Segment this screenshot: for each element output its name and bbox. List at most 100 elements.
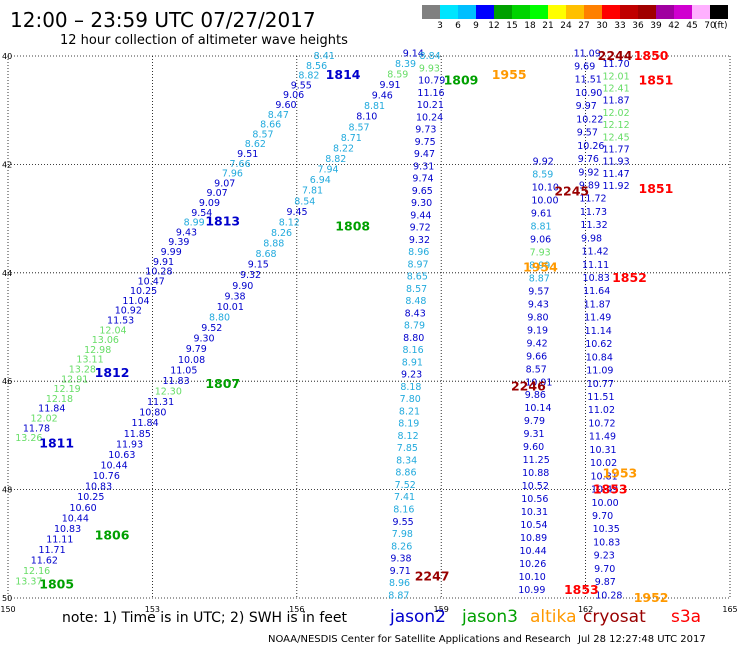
timestamp-text: Jul 28 12:27:48 UTC 2017 (578, 634, 706, 645)
wave-height-value: 11.85 (124, 429, 151, 440)
lat-tick-label: 40 (2, 52, 12, 61)
wave-height-value: 9.70 (592, 511, 613, 522)
wave-height-value: 8.48 (405, 296, 426, 307)
legend-s3a: s3a (671, 607, 702, 627)
lon-tick-label: 159 (434, 605, 449, 614)
wave-height-value: 11.42 (581, 247, 608, 258)
wave-height-value: 8.56 (306, 61, 327, 72)
wave-height-value: 8.87 (529, 273, 550, 284)
wave-height-value: 10.31 (589, 445, 616, 456)
wave-height-value: 10.00 (531, 196, 558, 207)
wave-height-value: 9.69 (574, 62, 595, 73)
wave-height-value: 9.66 (526, 351, 547, 362)
colorbar-swatch (656, 5, 674, 19)
pass-time-label: 1813 (205, 213, 240, 228)
wave-height-value: 9.38 (224, 291, 245, 302)
wave-height-value: 7.85 (397, 443, 418, 454)
pass-time-label: 2244 (598, 48, 633, 63)
wave-height-value: 9.32 (409, 235, 430, 246)
wave-height-value: 9.57 (577, 128, 598, 139)
wave-height-value: 8.34 (396, 455, 417, 466)
wave-height-value: 13.11 (76, 355, 103, 366)
colorbar-label: 6 (455, 21, 461, 31)
wave-height-value: 9.55 (393, 517, 414, 528)
wave-height-value: 10.80 (139, 408, 166, 419)
colorbar-swatch (494, 5, 512, 19)
page-title: 12:00 – 23:59 UTC 07/27/2017 (10, 8, 316, 32)
wave-height-value: 11.93 (116, 439, 143, 450)
wave-height-value: 11.71 (38, 545, 65, 556)
pass-time-label: 1853 (593, 482, 628, 497)
wave-height-value: 10.24 (416, 112, 443, 123)
wave-height-value: 11.32 (580, 220, 607, 231)
wave-height-value: 12.16 (23, 566, 50, 577)
wave-height-value: 10.21 (417, 100, 444, 111)
lon-tick-label: 153 (145, 605, 160, 614)
pass-time-label: 1952 (634, 590, 669, 605)
wave-height-value: 8.65 (407, 272, 428, 283)
wave-height-value: 9.70 (594, 564, 615, 575)
wave-height-value: 11.83 (162, 376, 189, 387)
wave-height-value: 9.76 (578, 154, 599, 165)
wave-height-value: 8.96 (389, 578, 410, 589)
wave-height-value: 9.72 (410, 223, 431, 234)
wave-height-value: 11.11 (582, 260, 609, 271)
wave-height-value: 10.77 (587, 379, 614, 390)
wave-height-value: 11.31 (147, 397, 174, 408)
pass-time-label: 1809 (444, 72, 479, 87)
colorbar-label: 27 (578, 21, 590, 31)
wave-height-value: 10.25 (77, 492, 104, 503)
wave-height-value: 9.14 (403, 48, 424, 59)
pass-time-label: 2246 (511, 379, 546, 394)
wave-height-value: 9.65 (412, 186, 433, 197)
wave-height-value: 10.90 (575, 88, 602, 99)
colorbar-label: 9 (473, 21, 479, 31)
wave-height-value: 9.32 (240, 270, 261, 281)
lon-tick-label: 165 (722, 605, 737, 614)
wave-height-value: 12.41 (602, 84, 629, 95)
wave-height-value: 9.38 (390, 554, 411, 565)
wave-height-value: 7.94 (317, 165, 338, 176)
wave-height-value: 12.91 (61, 374, 88, 385)
wave-height-value: 13.06 (92, 335, 119, 346)
wave-height-value: 10.26 (519, 559, 546, 570)
wave-height-value: 9.45 (286, 207, 307, 218)
colorbar-swatch (638, 5, 656, 19)
wave-height-value: 11.87 (602, 96, 629, 107)
pass-time-label: 1851 (639, 181, 674, 196)
wave-height-value: 8.39 (395, 59, 416, 70)
wave-height-value: 10.22 (576, 114, 603, 125)
wave-height-value: 8.16 (393, 504, 414, 515)
wave-height-value: 8.26 (271, 228, 292, 239)
wave-height-value: 8.26 (391, 541, 412, 552)
wave-height-value: 8.12 (279, 217, 300, 228)
pass-time-label: 1808 (335, 219, 370, 234)
pass-time-label: 1851 (639, 72, 674, 87)
wave-height-value: 12.45 (602, 132, 629, 143)
wave-height-value: 9.30 (411, 198, 432, 209)
wave-height-value: 7.66 (229, 159, 250, 170)
wave-height-value: 13.26 (15, 433, 42, 444)
wave-height-value: 8.59 (387, 69, 408, 80)
colorbar-swatch (584, 5, 602, 19)
colorbar-swatch (476, 5, 494, 19)
wave-height-value: 9.47 (414, 149, 435, 160)
wave-height-value: 9.09 (199, 198, 220, 209)
wave-height-value: 11.14 (585, 326, 612, 337)
wave-height-value: 8.80 (209, 313, 230, 324)
colorbar-label: 33 (614, 21, 626, 31)
colorbar-swatch (440, 5, 458, 19)
pass-time-label: 1806 (95, 528, 130, 543)
wave-height-value: 9.57 (528, 286, 549, 297)
wave-height-value: 7.52 (395, 480, 416, 491)
wave-height-value: 11.09 (574, 48, 601, 59)
wave-height-value: 9.39 (168, 237, 189, 248)
wave-height-value: 10.92 (115, 306, 142, 317)
wave-height-value: 10.81 (590, 471, 617, 482)
colorbar-unit: (ft) (714, 21, 728, 31)
wave-height-value: 10.83 (85, 482, 112, 493)
wave-height-value: 8.99 (184, 218, 205, 229)
wave-height-value: 10.56 (521, 494, 548, 505)
wave-height-value: 11.78 (23, 423, 50, 434)
wave-height-value: 10.26 (577, 141, 604, 152)
